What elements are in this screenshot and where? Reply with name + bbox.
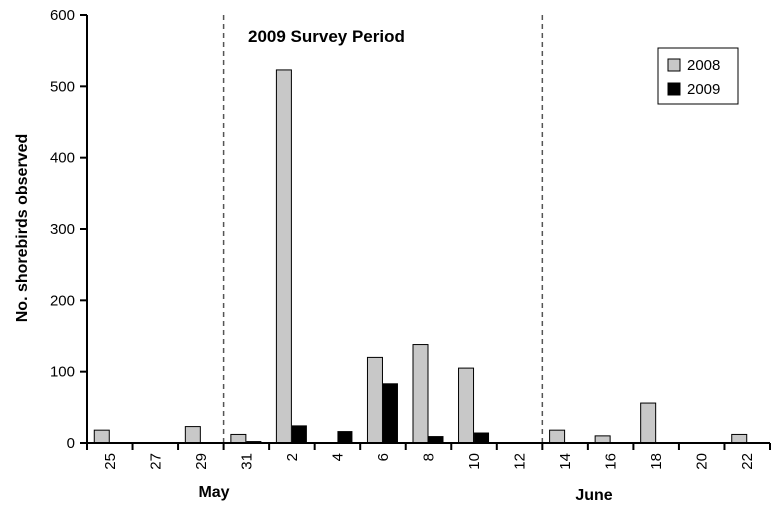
x-tick-label: 31 bbox=[238, 453, 255, 470]
month-label-june: June bbox=[575, 487, 612, 504]
bar-2009 bbox=[382, 383, 398, 444]
bar-2009 bbox=[291, 425, 307, 444]
x-axis-ticks: 25 27 29 31 2 4 6 8 10 12 14 16 18 20 22 bbox=[86, 443, 771, 470]
legend-label-2009: 2009 bbox=[687, 81, 720, 98]
bar-2008 bbox=[731, 433, 748, 444]
bar-2009 bbox=[337, 431, 353, 444]
legend-swatch-2009 bbox=[667, 82, 681, 96]
x-tick-label: 16 bbox=[603, 453, 620, 470]
x-tick-label: 22 bbox=[739, 453, 756, 470]
bar-2008 bbox=[412, 344, 429, 444]
bar-2008 bbox=[275, 69, 292, 444]
bar-2008 bbox=[184, 426, 201, 444]
month-label-may: May bbox=[198, 484, 229, 501]
y-axis-ticks: 0 100 200 300 400 500 600 bbox=[50, 7, 87, 452]
bar-2008 bbox=[230, 433, 247, 444]
x-tick-label: 4 bbox=[329, 453, 346, 461]
legend-label-2008: 2008 bbox=[687, 57, 720, 74]
x-tick-label: 14 bbox=[557, 453, 574, 470]
x-tick-label: 8 bbox=[421, 453, 438, 461]
y-tick-label: 500 bbox=[50, 78, 75, 95]
x-tick-label: 25 bbox=[102, 453, 119, 470]
survey-period-annotation: 2009 Survey Period bbox=[248, 27, 405, 46]
y-tick-label: 0 bbox=[67, 435, 75, 452]
y-tick-label: 600 bbox=[50, 7, 75, 24]
legend-swatch-2008 bbox=[667, 58, 681, 72]
x-tick-label: 18 bbox=[648, 453, 665, 470]
x-tick-label: 29 bbox=[193, 453, 210, 470]
bar-2008 bbox=[366, 356, 383, 444]
bar-2008 bbox=[458, 367, 475, 444]
bar-2009 bbox=[474, 432, 490, 444]
x-tick-label: 20 bbox=[694, 453, 711, 470]
y-tick-label: 300 bbox=[50, 221, 75, 238]
x-tick-label: 12 bbox=[512, 453, 529, 470]
series-2008-bars bbox=[93, 69, 748, 444]
y-axis-title: No. shorebirds observed bbox=[14, 134, 31, 323]
legend: 2008 2009 bbox=[657, 47, 739, 105]
y-tick-label: 400 bbox=[50, 150, 75, 167]
x-tick-label: 2 bbox=[284, 453, 301, 461]
bar-2008 bbox=[93, 429, 110, 444]
bar-2008 bbox=[594, 435, 611, 444]
x-tick-label: 27 bbox=[147, 453, 164, 470]
bar-2008 bbox=[549, 429, 566, 444]
bar-2008 bbox=[640, 402, 657, 444]
y-tick-label: 200 bbox=[50, 292, 75, 309]
x-tick-label: 6 bbox=[375, 453, 392, 461]
y-tick-label: 100 bbox=[50, 364, 75, 381]
x-tick-label: 10 bbox=[466, 453, 483, 470]
